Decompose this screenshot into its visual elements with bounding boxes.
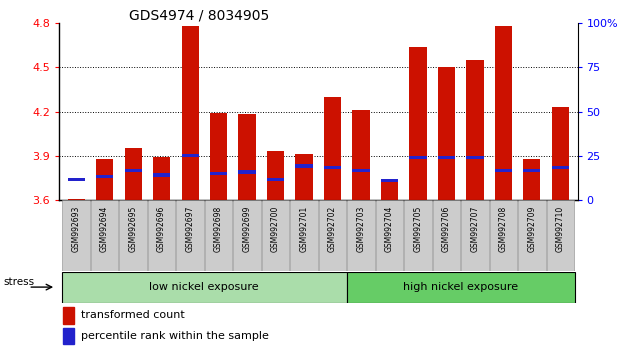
Text: GSM992702: GSM992702 <box>328 206 337 252</box>
Bar <box>119 200 147 271</box>
Bar <box>524 159 540 200</box>
Bar <box>495 26 512 200</box>
Text: percentile rank within the sample: percentile rank within the sample <box>81 331 270 341</box>
Text: GSM992696: GSM992696 <box>157 206 166 252</box>
Text: GSM992707: GSM992707 <box>471 206 479 252</box>
Bar <box>296 165 312 168</box>
Bar <box>461 200 489 271</box>
Bar <box>181 26 199 200</box>
Bar <box>324 166 341 169</box>
Bar <box>353 169 369 172</box>
Bar <box>238 170 256 173</box>
Bar <box>210 172 227 175</box>
Bar <box>409 156 427 159</box>
Bar <box>296 154 312 200</box>
Bar <box>291 200 318 271</box>
Text: stress: stress <box>3 278 34 287</box>
Bar <box>347 272 574 303</box>
Text: GSM992706: GSM992706 <box>442 206 451 252</box>
Bar <box>153 173 170 177</box>
Bar <box>466 60 484 200</box>
Bar <box>466 156 484 159</box>
Bar <box>96 175 113 178</box>
Bar <box>62 272 347 303</box>
Bar <box>233 200 261 271</box>
Bar <box>409 47 427 200</box>
Bar <box>262 200 289 271</box>
Bar <box>238 114 256 200</box>
Bar <box>381 181 398 200</box>
Bar <box>63 328 74 344</box>
Bar <box>181 154 199 158</box>
Text: GSM992701: GSM992701 <box>299 206 309 252</box>
Bar <box>153 157 170 200</box>
Text: GSM992698: GSM992698 <box>214 206 223 252</box>
Bar <box>519 200 546 271</box>
Text: GSM992704: GSM992704 <box>385 206 394 252</box>
Text: high nickel exposure: high nickel exposure <box>403 282 519 292</box>
Text: GSM992710: GSM992710 <box>556 206 565 252</box>
Bar <box>353 110 369 200</box>
Text: GDS4974 / 8034905: GDS4974 / 8034905 <box>129 9 269 23</box>
Bar <box>546 200 574 271</box>
Bar <box>63 200 90 271</box>
Text: low nickel exposure: low nickel exposure <box>150 282 259 292</box>
Text: GSM992700: GSM992700 <box>271 206 280 252</box>
Bar <box>63 307 74 324</box>
Bar <box>404 200 432 271</box>
Bar <box>125 169 142 172</box>
Bar <box>96 159 113 200</box>
Text: GSM992693: GSM992693 <box>71 206 81 252</box>
Bar <box>148 200 175 271</box>
Bar <box>267 152 284 200</box>
Bar <box>205 200 232 271</box>
Text: GSM992709: GSM992709 <box>527 206 537 252</box>
Bar <box>490 200 517 271</box>
Bar <box>347 200 374 271</box>
Bar <box>524 169 540 172</box>
Bar <box>376 200 403 271</box>
Bar <box>68 199 84 200</box>
Bar <box>433 200 460 271</box>
Text: GSM992694: GSM992694 <box>100 206 109 252</box>
Bar <box>495 169 512 172</box>
Text: GSM992699: GSM992699 <box>243 206 252 252</box>
Bar <box>267 178 284 181</box>
Bar <box>210 113 227 200</box>
Bar <box>91 200 118 271</box>
Bar <box>324 97 341 200</box>
Bar <box>176 200 204 271</box>
Text: GSM992703: GSM992703 <box>356 206 366 252</box>
Text: transformed count: transformed count <box>81 310 185 320</box>
Bar <box>552 166 569 169</box>
Bar <box>125 148 142 200</box>
Text: GSM992708: GSM992708 <box>499 206 508 252</box>
Text: GSM992697: GSM992697 <box>186 206 194 252</box>
Text: GSM992705: GSM992705 <box>414 206 422 252</box>
Bar <box>68 178 84 181</box>
Bar <box>552 107 569 200</box>
Bar <box>438 156 455 159</box>
Text: GSM992695: GSM992695 <box>129 206 138 252</box>
Bar <box>319 200 346 271</box>
Bar <box>438 67 455 200</box>
Bar <box>381 179 398 182</box>
